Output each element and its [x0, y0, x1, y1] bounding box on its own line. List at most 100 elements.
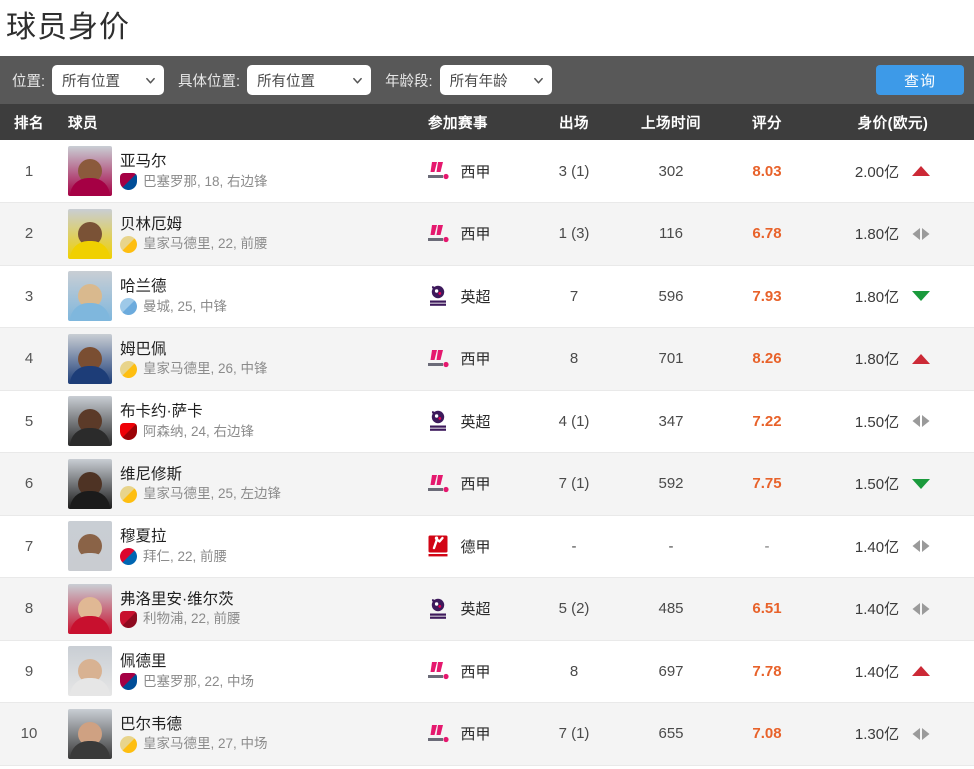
cell-apps: 7 (1) — [528, 452, 620, 516]
chevron-down-icon — [352, 75, 363, 86]
table-row[interactable]: 1 亚马尔 巴塞罗那, 18, 右边锋 西甲 3 (1) 302 8.03 2.00亿 — [0, 140, 974, 203]
cell-rating: - — [722, 515, 812, 578]
cell-rating: 8.26 — [722, 327, 812, 391]
club-badge-icon — [120, 423, 137, 441]
player-name[interactable]: 穆夏拉 — [120, 528, 167, 546]
cell-player: 贝林厄姆 皇家马德里, 22, 前腰 — [58, 202, 388, 266]
cell-apps: - — [528, 515, 620, 578]
cell-apps: 3 (1) — [528, 140, 620, 203]
query-button[interactable]: 查询 — [876, 65, 964, 95]
trend-up-icon — [911, 164, 931, 178]
table-row[interactable]: 3 哈兰德 曼城, 25, 中锋 英超 7 596 7.93 1.80亿 — [0, 265, 974, 328]
table-row[interactable]: 8 弗洛里安·维尔茨 利物浦, 22, 前腰 英超 5 (2) 485 6.51 1.40亿 — [0, 577, 974, 641]
table-row[interactable]: 2 贝林厄姆 皇家马德里, 22, 前腰 西甲 1 (3) 116 6.78 1.80亿 — [0, 202, 974, 266]
cell-apps: 7 (1) — [528, 702, 620, 766]
trend-flat-icon — [911, 602, 931, 616]
player-name[interactable]: 贝林厄姆 — [120, 215, 183, 233]
player-meta: 皇家马德里, 26, 中锋 — [143, 361, 268, 377]
column-header-rank[interactable]: 排名 — [0, 104, 58, 140]
cell-rank: 7 — [0, 515, 58, 578]
table-row[interactable]: 4 姆巴佩 皇家马德里, 26, 中锋 西甲 8 701 8.26 1.80亿 — [0, 327, 974, 391]
cell-league: 英超 — [388, 390, 528, 453]
trend-up-icon — [911, 352, 931, 366]
column-header-league[interactable]: 参加赛事 — [388, 104, 528, 140]
trend-down-icon — [911, 289, 931, 303]
player-avatar — [68, 396, 112, 447]
table-row[interactable]: 7 穆夏拉 拜仁, 22, 前腰 德甲 - - -1.40亿 — [0, 515, 974, 578]
column-header-rating[interactable]: 评分 — [722, 104, 812, 140]
table-header-row: 排名 球员 参加赛事 出场 上场时间 评分 身价(欧元) — [0, 104, 974, 140]
club-badge-icon — [120, 298, 137, 316]
cell-league: 西甲 — [388, 452, 528, 516]
table-body: 1 亚马尔 巴塞罗那, 18, 右边锋 西甲 3 (1) 302 8.03 2.00亿 2 贝林厄… — [0, 140, 974, 766]
market-value: 1.40亿 — [854, 538, 900, 556]
age-select[interactable]: 所有年龄 — [439, 65, 552, 95]
league-name: 西甲 — [460, 163, 491, 181]
cell-player: 穆夏拉 拜仁, 22, 前腰 — [58, 515, 388, 578]
trend-down-icon — [911, 477, 931, 491]
player-name[interactable]: 哈兰德 — [120, 278, 167, 296]
position-select-value: 所有位置 — [62, 73, 121, 90]
position-select[interactable]: 所有位置 — [52, 65, 165, 95]
page-title: 球员身价 — [6, 11, 130, 44]
market-value: 1.50亿 — [854, 476, 900, 494]
filter-specific-position-label: 具体位置: — [178, 73, 241, 90]
column-header-apps[interactable]: 出场 — [528, 104, 620, 140]
league-name: 英超 — [460, 601, 491, 619]
table-row[interactable]: 5 布卡约·萨卡 阿森纳, 24, 右边锋 英超 4 (1) 347 7.22 1.50亿 — [0, 390, 974, 453]
market-value: 2.00亿 — [854, 163, 900, 181]
cell-minutes: - — [620, 515, 722, 578]
column-header-player[interactable]: 球员 — [58, 104, 388, 140]
cell-player: 巴尔韦德 皇家马德里, 27, 中场 — [58, 702, 388, 766]
league-name: 英超 — [460, 288, 491, 306]
player-name[interactable]: 亚马尔 — [120, 152, 167, 170]
cell-league: 西甲 — [388, 640, 528, 703]
market-value: 1.80亿 — [854, 288, 900, 306]
cell-rating: 7.08 — [722, 702, 812, 766]
chevron-down-icon — [533, 75, 544, 86]
player-avatar — [68, 333, 112, 384]
trend-up-icon — [911, 664, 931, 678]
cell-rating: 6.78 — [722, 202, 812, 266]
cell-value: 1.40亿 — [812, 577, 974, 641]
cell-rank: 8 — [0, 577, 58, 641]
trend-flat-icon — [911, 727, 931, 741]
player-meta: 阿森纳, 24, 右边锋 — [143, 423, 255, 439]
player-avatar — [68, 583, 112, 634]
player-name[interactable]: 布卡约·萨卡 — [120, 403, 203, 421]
laliga-logo — [425, 221, 451, 247]
player-meta: 巴塞罗那, 22, 中场 — [143, 673, 255, 689]
table-header: 排名 球员 参加赛事 出场 上场时间 评分 身价(欧元) — [0, 104, 974, 140]
cell-minutes: 485 — [620, 577, 722, 641]
table-row[interactable]: 9 佩德里 巴塞罗那, 22, 中场 西甲 8 697 7.78 1.40亿 — [0, 640, 974, 703]
column-header-minutes[interactable]: 上场时间 — [620, 104, 722, 140]
cell-value: 1.30亿 — [812, 702, 974, 766]
player-avatar — [68, 146, 112, 196]
cell-player: 佩德里巴塞罗那, 22, 中场 — [58, 640, 388, 703]
cell-player: 弗洛里安·维尔茨 利物浦, 22, 前腰 — [58, 577, 388, 641]
player-value-table: 排名 球员 参加赛事 出场 上场时间 评分 身价(欧元) 1 亚马尔 巴塞罗那, 1… — [0, 104, 974, 766]
club-badge-icon — [120, 610, 137, 628]
cell-minutes: 116 — [620, 202, 722, 266]
player-name[interactable]: 维尼修斯 — [120, 465, 183, 483]
cell-value: 1.50亿 — [812, 452, 974, 516]
cell-rating: 7.75 — [722, 452, 812, 516]
club-badge-icon — [120, 235, 137, 253]
league-name: 西甲 — [460, 663, 491, 681]
column-header-value[interactable]: 身价(欧元) — [812, 104, 974, 140]
cell-league: 西甲 — [388, 140, 528, 203]
cell-player: 维尼修斯 皇家马德里, 25, 左边锋 — [58, 452, 388, 516]
cell-league: 西甲 — [388, 327, 528, 391]
club-badge-icon — [120, 485, 137, 503]
cell-minutes: 596 — [620, 265, 722, 328]
trend-flat-icon — [911, 539, 931, 553]
player-name[interactable]: 姆巴佩 — [120, 340, 167, 358]
specific-position-select[interactable]: 所有位置 — [247, 65, 372, 95]
table-row[interactable]: 6 维尼修斯 皇家马德里, 25, 左边锋 西甲 7 (1) 592 7.75 1.50亿 — [0, 452, 974, 516]
table-row[interactable]: 10 巴尔韦德 皇家马德里, 27, 中场 西甲 7 (1) 655 7.08 1.30亿 — [0, 702, 974, 766]
cell-rating: 7.22 — [722, 390, 812, 453]
player-name[interactable]: 巴尔韦德 — [120, 715, 183, 733]
player-name[interactable]: 弗洛里安·维尔茨 — [120, 590, 234, 608]
cell-rank: 9 — [0, 640, 58, 703]
player-name[interactable]: 佩德里 — [120, 653, 167, 671]
